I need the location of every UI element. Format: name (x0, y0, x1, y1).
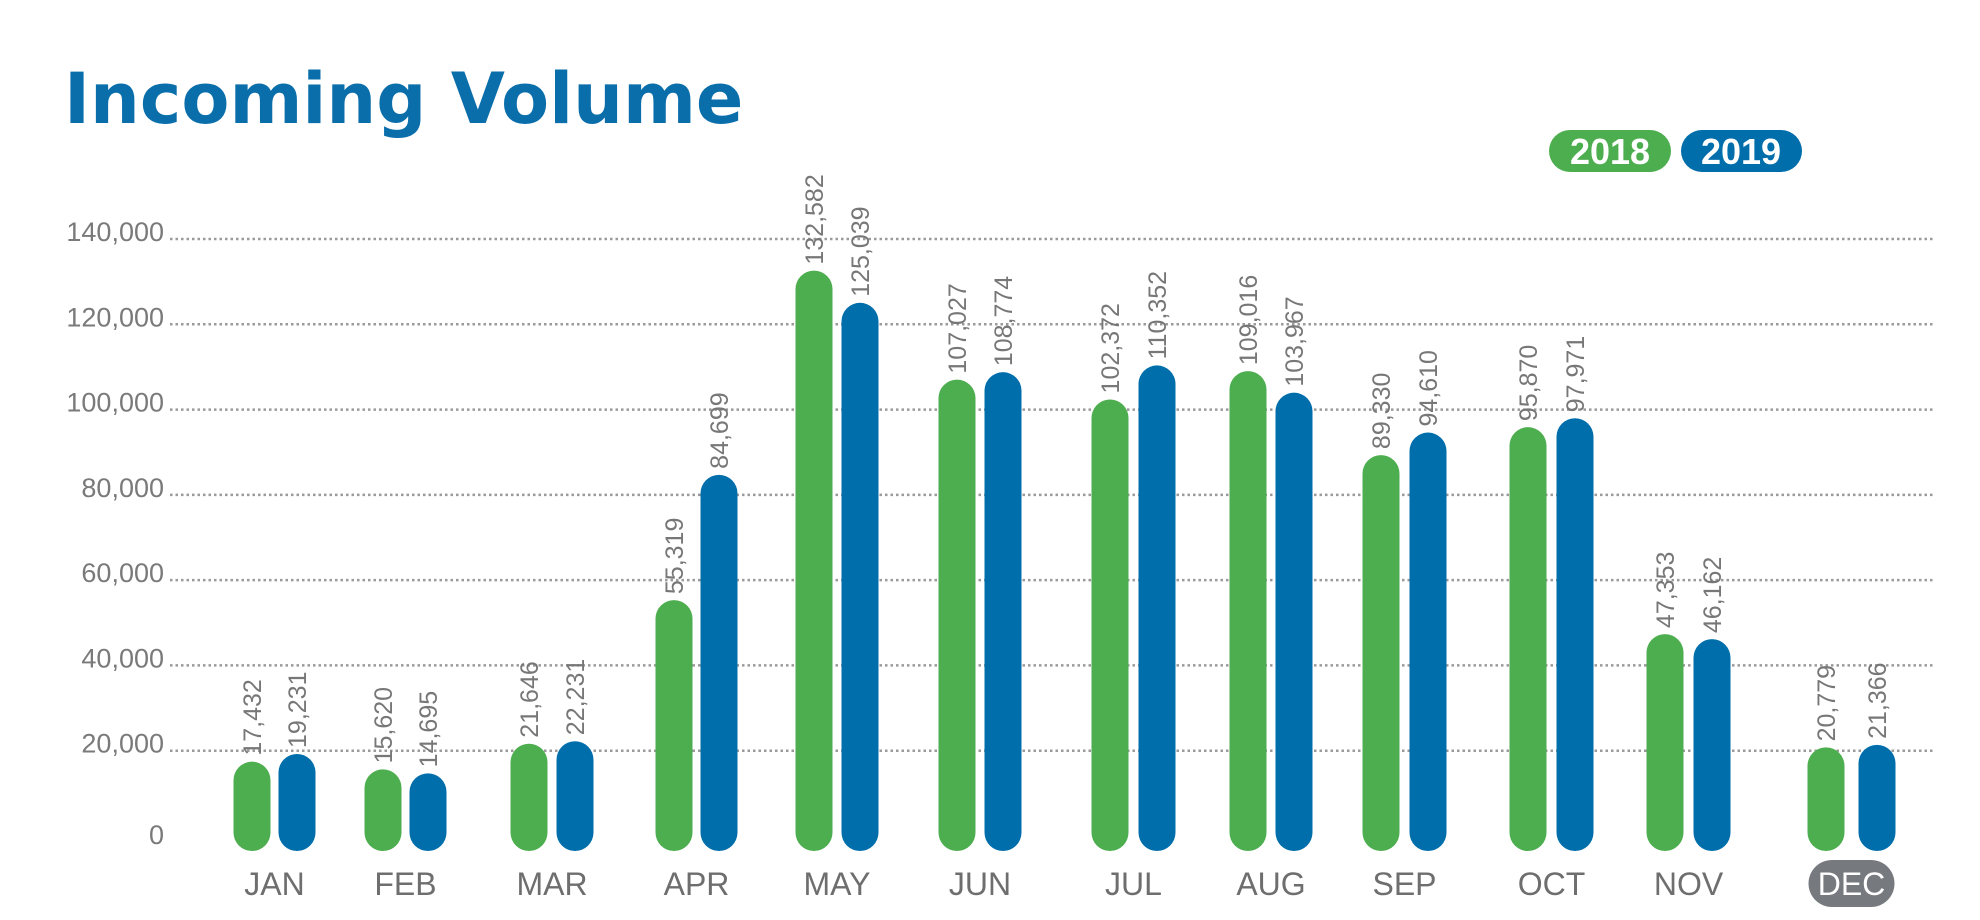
bar-2018-jul (1091, 399, 1129, 851)
legend-2018-label: 2018 (1570, 131, 1650, 172)
data-label: 97,971 (1562, 336, 1590, 412)
bar-2019-apr (700, 474, 738, 851)
bar-2019-sep (1409, 432, 1447, 851)
data-label: 17,432 (239, 679, 267, 755)
legend: 2018 2019 (1549, 130, 1802, 172)
x-tick-label: APR (664, 866, 730, 902)
x-tick-label: MAY (804, 866, 871, 902)
data-label: 14,695 (415, 691, 443, 767)
y-tick-label: 80,000 (81, 473, 164, 503)
bar-2019-feb (409, 773, 447, 851)
x-tick-label: FEB (374, 866, 436, 902)
data-label: 21,646 (516, 661, 544, 737)
data-label: 109,016 (1235, 275, 1263, 365)
x-tick-label: JAN (244, 866, 304, 902)
data-label: 84,699 (706, 392, 734, 468)
bar-2018-dec (1807, 747, 1845, 851)
data-label: 95,870 (1515, 345, 1543, 421)
bar-2018-jun (938, 379, 976, 851)
data-label: 102,372 (1097, 303, 1125, 393)
bar-2018-feb (364, 769, 402, 851)
data-label: 20,779 (1813, 665, 1841, 741)
y-tick-label: 140,000 (66, 217, 164, 247)
data-label: 15,620 (370, 687, 398, 763)
legend-2019-pill (1681, 130, 1802, 172)
data-label: 55,319 (661, 518, 689, 594)
data-label: 22,231 (562, 659, 590, 735)
bar-2019-jun (984, 372, 1022, 851)
data-label: 46,162 (1699, 557, 1727, 633)
bar-2018-sep (1362, 455, 1400, 851)
highlight-badge (1808, 860, 1895, 907)
legend-2019-label: 2019 (1701, 131, 1781, 172)
x-tick-label: AUG (1236, 866, 1305, 902)
x-tick-label: OCT (1518, 866, 1586, 902)
x-tick-label: SEP (1372, 866, 1436, 902)
data-label: 103,967 (1281, 296, 1309, 386)
bar-2019-oct (1556, 418, 1594, 851)
x-tick-label: NOV (1654, 866, 1724, 902)
bar-2019-nov (1693, 639, 1731, 851)
bar-2018-oct (1509, 427, 1547, 851)
y-tick-label: 40,000 (81, 643, 164, 673)
bar-2018-may (795, 270, 833, 852)
x-tick-label: JUL (1105, 866, 1162, 902)
data-label: 21,366 (1864, 662, 1892, 738)
data-label: 47,353 (1652, 552, 1680, 628)
data-label: 94,610 (1415, 350, 1443, 426)
bar-2019-aug (1275, 392, 1313, 851)
x-tick-label: DEC (1818, 866, 1886, 902)
y-tick-label: 20,000 (81, 729, 164, 759)
bar-2018-mar (510, 743, 548, 851)
data-label: 108,774 (990, 276, 1018, 366)
y-tick-label: 120,000 (66, 302, 164, 332)
legend-2018-pill (1549, 130, 1671, 172)
y-tick-label: 0 (149, 820, 164, 850)
bar-2018-jan (233, 761, 271, 851)
y-tick-label: 60,000 (81, 558, 164, 588)
data-label: 110,352 (1144, 271, 1172, 360)
chart-title: Incoming Volume (64, 58, 743, 140)
x-tick-label: JUN (949, 866, 1011, 902)
bar-2019-dec (1858, 744, 1896, 851)
bar-2018-aug (1229, 371, 1267, 851)
data-label: 89,330 (1368, 373, 1396, 449)
x-tick-label: MAR (516, 866, 587, 902)
data-label: 107,027 (944, 283, 972, 373)
bar-2019-mar (556, 741, 594, 851)
bar-2018-apr (655, 600, 693, 851)
bar-2019-jul (1138, 365, 1176, 851)
bar-2019-jan (278, 753, 316, 851)
data-label: 19,231 (284, 672, 312, 748)
bar-2019-may (841, 302, 879, 851)
bar-2018-nov (1646, 634, 1684, 851)
data-label: 125,039 (847, 206, 875, 296)
data-label: 132,582 (801, 174, 829, 264)
y-tick-label: 100,000 (66, 388, 164, 418)
